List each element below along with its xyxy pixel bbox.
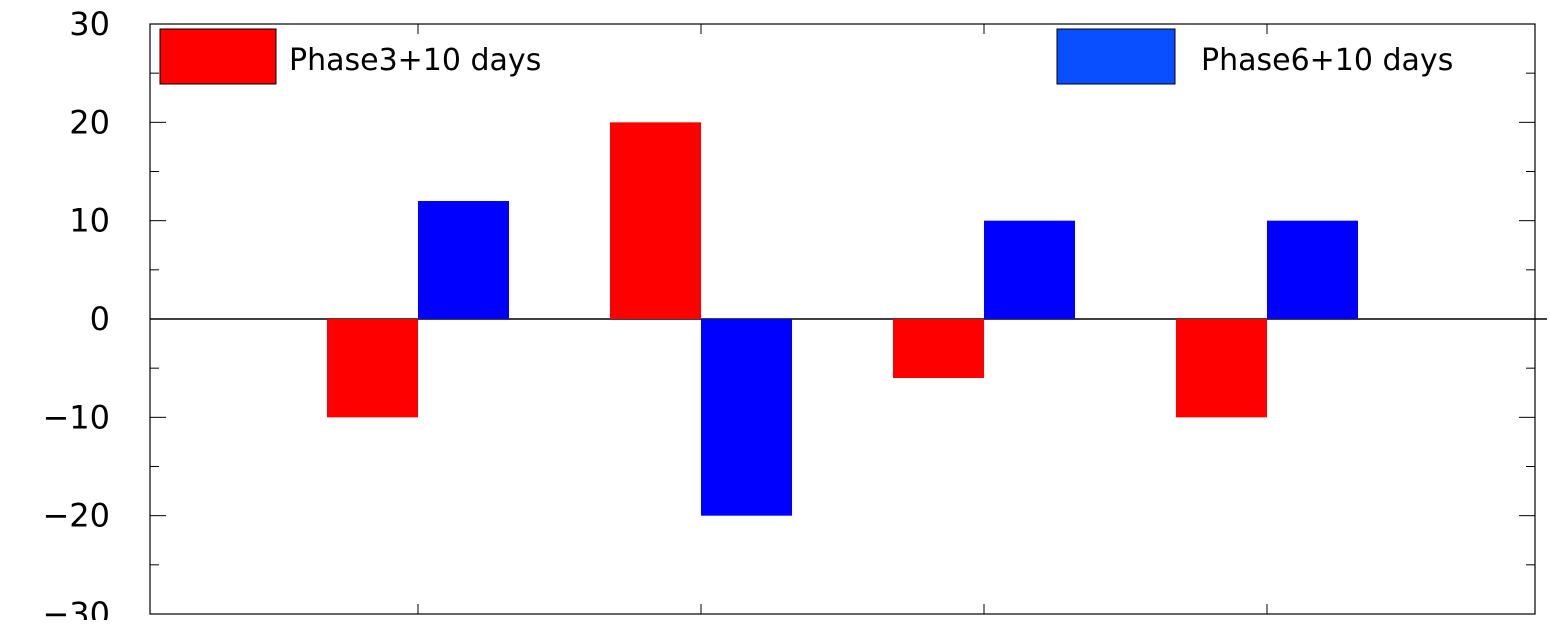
bar-series2-cat1 [418,201,509,319]
bars [327,122,1358,516]
bar-series2-cat4 [1267,220,1358,319]
legend-item-0: Phase3+10 days [159,28,541,85]
legend-swatch-0 [159,28,277,85]
y-tick-label: −10 [42,398,110,436]
y-tick-label: 10 [69,202,110,240]
legend-swatch-1 [1056,28,1176,85]
legend-label-1: Phase6+10 days [1201,43,1453,78]
bar-series1-cat3 [893,319,984,378]
legend-label-0: Phase3+10 days [289,43,541,78]
plot-area [149,23,1547,615]
bar-series1-cat4 [1176,319,1267,418]
y-axis-labels: 30 20 10 0 −10 −20 −30 [42,5,110,625]
y-tick-label: −30 [42,595,110,620]
y-tick-label: −20 [42,497,110,535]
bar-series2-cat3 [984,220,1075,319]
bar-series1-cat1 [327,319,418,418]
x-axis-ticks [417,24,1268,614]
legend: Phase3+10 days Phase6+10 days [159,28,1453,85]
y-tick-label: 0 [90,300,110,338]
bar-series1-cat2 [610,122,701,319]
bar-series2-cat2 [701,319,792,516]
y-tick-label: 30 [69,5,110,43]
y-tick-label: 20 [69,103,110,141]
legend-item-1: Phase6+10 days [1056,28,1453,85]
y-axis-ticks [150,23,1535,615]
